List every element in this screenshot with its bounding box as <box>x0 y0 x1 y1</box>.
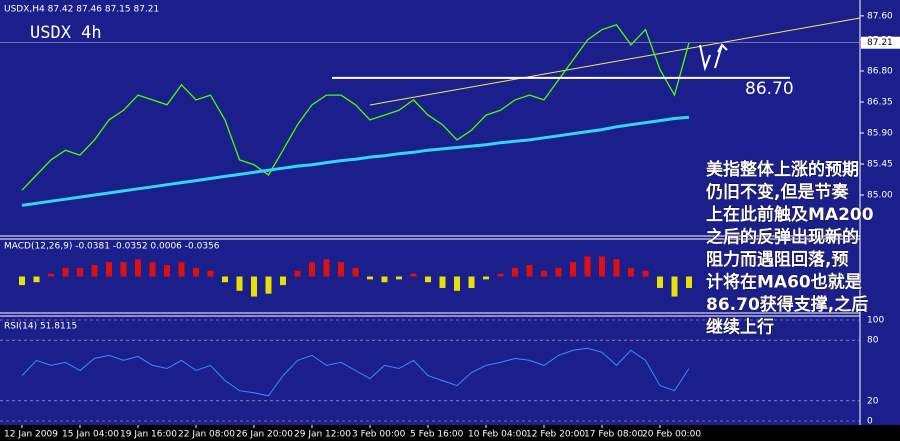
x-tick-label: 20 Feb 00:00 <box>642 430 701 440</box>
macd-bar <box>570 262 576 277</box>
support-label: 86.70 <box>745 79 794 99</box>
macd-bar <box>77 267 83 277</box>
macd-bar <box>628 267 634 277</box>
macd-bar <box>338 262 344 277</box>
macd-bar <box>497 273 504 277</box>
macd-bar <box>164 265 170 277</box>
x-tick-label: 12 Feb 20:00 <box>526 430 585 440</box>
arrow <box>714 43 728 69</box>
y-tick-label: 0 <box>867 417 873 427</box>
macd-bar <box>91 265 98 277</box>
last-price-box <box>861 36 900 49</box>
macd-bar <box>657 276 663 288</box>
macd-bar <box>526 265 533 277</box>
y-tick-label: 20 <box>867 396 879 406</box>
macd-bar <box>599 256 605 277</box>
macd-bar <box>236 276 243 291</box>
chart-title: USDX 4h <box>30 23 102 43</box>
macd-bar <box>62 267 69 277</box>
note-line: 86.70获得支撑,之后 <box>706 294 868 315</box>
trend-line <box>369 17 861 106</box>
rsi-title: RSI(14) 51.8115 <box>4 322 77 332</box>
macd-bar <box>555 267 562 277</box>
macd-bar <box>323 259 330 277</box>
macd-bar <box>686 276 692 288</box>
x-tick-label: 15 Jan 04:00 <box>62 430 119 440</box>
y-tick-label: 85.90 <box>867 129 893 139</box>
macd-bar <box>454 276 460 291</box>
macd-bar <box>468 276 475 288</box>
macd-bar <box>483 276 489 280</box>
y-tick-label: 85.00 <box>867 191 893 201</box>
macd-bar <box>251 276 257 297</box>
macd-bar <box>265 276 272 294</box>
macd-bar <box>149 262 156 277</box>
macd-bar <box>33 276 40 283</box>
note-line: 美指整体上涨的预期 <box>706 159 859 180</box>
macd-bar <box>135 259 141 277</box>
macd-bar <box>396 276 402 280</box>
macd-title: MACD(12,26,9) -0.0381 -0.0352 0.0006 -0.… <box>4 242 220 252</box>
macd-bar <box>106 262 112 277</box>
macd-bar <box>613 259 620 277</box>
macd-bar <box>642 270 649 277</box>
macd-bar <box>280 276 286 286</box>
macd-bar <box>19 276 25 286</box>
note-line: 继续上行 <box>706 317 774 338</box>
x-tick-label: 19 Jan 16:00 <box>120 430 177 440</box>
macd-bar <box>512 267 518 277</box>
rsi-line <box>21 347 690 397</box>
y-tick-label: 80 <box>867 336 879 346</box>
note-line: 阻力而遇阻回落,预 <box>706 249 848 270</box>
macd-bar <box>381 276 388 283</box>
macd-bar <box>584 256 591 277</box>
macd-bar <box>367 276 373 280</box>
macd-bar <box>222 276 228 283</box>
y-tick-label: 85.45 <box>867 160 893 170</box>
macd-bar <box>193 267 199 277</box>
x-tick-label: 3 Feb 00:00 <box>352 430 406 440</box>
header: USDX,H4 87.42 87.46 87.15 87.21 <box>4 5 159 15</box>
macd-bar <box>671 276 678 297</box>
y-tick-label: 86.80 <box>867 66 893 76</box>
macd-bar <box>120 262 127 277</box>
note-line: 之后的反弹出现新的 <box>706 227 859 248</box>
y-tick-label: 87.60 <box>867 11 893 21</box>
x-tick-label: 5 Feb 16:00 <box>410 430 464 440</box>
macd-bar <box>439 276 446 288</box>
note-line: 仍旧不变,但是节奏 <box>705 182 849 203</box>
arrow <box>699 44 711 72</box>
macd-bar <box>309 262 315 277</box>
last-price-label: 87.21 <box>867 38 893 48</box>
x-tick-label: 17 Feb 08:00 <box>584 430 643 440</box>
x-tick-label: 12 Jan 2009 <box>4 430 58 440</box>
x-tick-label: 22 Jan 08:00 <box>178 430 235 440</box>
y-tick-label: 86.35 <box>867 97 893 107</box>
macd-bar <box>410 273 417 277</box>
x-tick-label: 10 Feb 04:00 <box>468 430 527 440</box>
macd-bar <box>425 276 431 283</box>
macd-bar <box>207 270 214 277</box>
macd-bar <box>48 273 54 277</box>
macd-bar <box>352 267 359 277</box>
macd-bar <box>178 262 185 277</box>
note-line: 计将在MA60也就是 <box>706 272 862 293</box>
x-tick-label: 29 Jan 12:00 <box>294 430 351 440</box>
x-axis-strip <box>0 425 900 441</box>
x-tick-label: 26 Jan 20:00 <box>236 430 293 440</box>
macd-bar <box>294 270 301 277</box>
price-line <box>21 115 690 207</box>
note-line: 上在此前触及MA200 <box>706 204 874 225</box>
macd-bar <box>541 270 547 277</box>
y-tick-label: 100 <box>867 316 884 326</box>
price-line <box>21 24 690 191</box>
